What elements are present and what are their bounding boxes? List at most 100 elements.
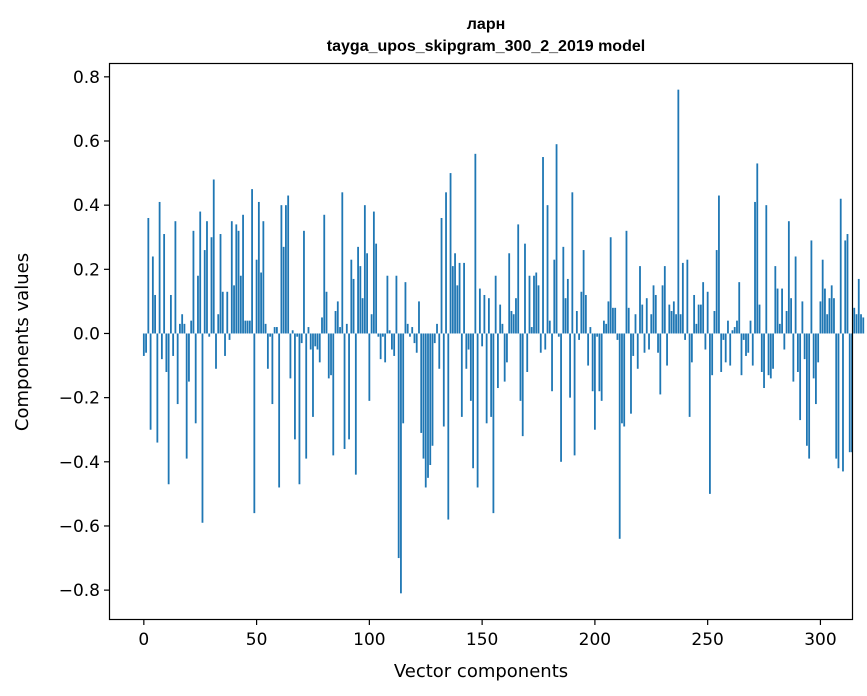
bar <box>733 327 736 334</box>
bar <box>609 237 612 334</box>
bar <box>490 333 493 417</box>
bar <box>460 333 463 417</box>
bar <box>285 205 287 334</box>
bar <box>769 333 772 379</box>
bar <box>754 201 756 334</box>
bar <box>415 333 418 353</box>
bar <box>688 333 691 417</box>
bar <box>774 266 777 334</box>
bar <box>391 333 393 350</box>
bar <box>553 259 556 334</box>
bar <box>600 333 603 401</box>
bar <box>167 333 170 485</box>
bar <box>300 333 303 344</box>
bar <box>693 294 696 334</box>
bar <box>176 333 179 405</box>
bar <box>589 327 592 334</box>
bar <box>706 291 709 334</box>
bar <box>542 157 544 334</box>
bar <box>699 304 702 334</box>
bar <box>778 323 781 334</box>
bar <box>603 320 605 334</box>
bar <box>812 333 815 379</box>
bar <box>208 333 211 337</box>
bar <box>188 333 190 382</box>
bar <box>239 275 242 334</box>
bar <box>810 240 813 334</box>
bar <box>487 298 490 334</box>
x-axis-ticks: 0 50 100 150 200 250 300 <box>138 619 837 650</box>
bar <box>323 214 326 334</box>
bar <box>776 288 779 334</box>
bar <box>781 288 783 334</box>
bar <box>454 253 456 334</box>
bar <box>539 333 542 353</box>
bar <box>751 333 754 366</box>
bar <box>215 333 217 369</box>
x-tick-label: 200 <box>579 630 611 650</box>
bar <box>206 221 208 334</box>
bar <box>524 243 526 334</box>
bar <box>805 333 808 446</box>
bar <box>819 301 822 334</box>
bar <box>305 333 308 459</box>
bar <box>201 333 204 523</box>
bar <box>199 211 202 334</box>
bar <box>321 317 323 334</box>
bar <box>388 330 391 334</box>
bar <box>438 333 441 369</box>
bar <box>237 230 240 334</box>
y-tick-label: 0.0 <box>73 324 100 344</box>
bar <box>790 298 792 334</box>
bar <box>530 327 533 334</box>
bar <box>593 333 596 430</box>
bar <box>474 153 477 334</box>
bar <box>451 266 454 334</box>
bar <box>154 294 156 334</box>
bar <box>400 333 402 594</box>
bar <box>535 272 538 334</box>
bar <box>172 333 175 356</box>
bar <box>142 333 145 356</box>
y-tick-label: 0.4 <box>73 196 100 216</box>
bar <box>833 298 835 334</box>
bar <box>605 323 608 334</box>
bar <box>591 333 594 392</box>
bar <box>339 327 341 334</box>
bar <box>278 333 281 488</box>
bar <box>372 211 375 334</box>
bar <box>251 189 253 334</box>
bar <box>255 259 258 334</box>
bar <box>503 333 506 382</box>
bar <box>625 230 628 334</box>
bar <box>169 294 172 334</box>
bar <box>179 323 181 334</box>
bar <box>149 333 152 430</box>
x-tick-label: 150 <box>466 630 498 650</box>
bar <box>163 234 166 334</box>
bar <box>325 291 328 334</box>
bar <box>623 333 626 427</box>
bar <box>521 333 524 437</box>
bar <box>796 333 799 372</box>
bar <box>824 288 826 334</box>
bar <box>519 333 522 401</box>
y-tick-label: −0.6 <box>59 517 100 537</box>
bar <box>501 323 504 334</box>
bar <box>357 246 359 334</box>
bar <box>210 237 213 334</box>
bar <box>424 333 427 488</box>
bar <box>837 333 840 469</box>
bar <box>348 333 350 440</box>
bar <box>341 192 344 334</box>
bar <box>291 330 294 334</box>
x-axis-label: Vector components <box>394 661 568 682</box>
bar <box>641 304 644 334</box>
bar <box>695 323 698 334</box>
bar <box>652 285 655 334</box>
bar <box>467 333 470 350</box>
bar <box>715 250 718 334</box>
bar <box>366 253 368 334</box>
chart-title-line2: tayga_upos_skipgram_300_2_2019 model <box>327 38 645 55</box>
